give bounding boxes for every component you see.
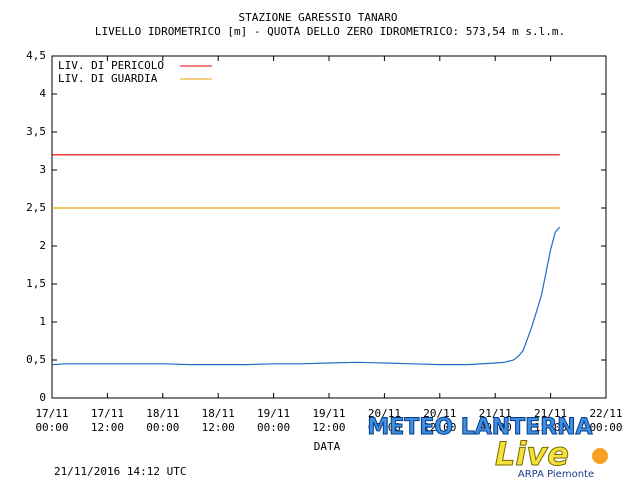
y-tick-label: 1 (39, 315, 46, 328)
y-tick-label: 0,5 (26, 353, 46, 366)
logo-text: METEO LANTERNA (367, 415, 592, 440)
x-axis-label: DATA (314, 440, 341, 453)
x-tick-label: 12:00 (91, 421, 124, 434)
x-tick-label: 12:00 (312, 421, 345, 434)
x-tick-label: 20/11 (423, 407, 456, 420)
y-tick-label: 0 (39, 391, 46, 404)
y-tick-label: 2,5 (26, 201, 46, 214)
chart-title: STAZIONE GARESSIO TANARO (239, 11, 398, 24)
logo: METEO LANTERNA Live ARPA Piemonte (367, 415, 608, 480)
y-tick-label: 1,5 (26, 277, 46, 290)
x-tick-label: 18/11 (146, 407, 179, 420)
x-tick-label: 21/11 (479, 407, 512, 420)
x-tick-label: 17/11 (91, 407, 124, 420)
y-tick-label: 3 (39, 163, 46, 176)
x-tick-label: 00:00 (368, 421, 401, 434)
legend-label: LIV. DI GUARDIA (58, 72, 158, 85)
y-tick-label: 3,5 (26, 125, 46, 138)
timestamp: 21/11/2016 14:12 UTC (54, 465, 186, 478)
y-tick-label: 2 (39, 239, 46, 252)
x-tick-label: 00:00 (479, 421, 512, 434)
legend-label: LIV. DI PERICOLO (58, 59, 164, 72)
x-tick-label: 12:00 (534, 421, 567, 434)
x-tick-label: 00:00 (35, 421, 68, 434)
logo-sun (592, 448, 608, 464)
x-tick-label: 22/11 (589, 407, 622, 420)
logo-script: Live (495, 435, 569, 473)
data-line (51, 226, 561, 366)
x-tick-label: 21/11 (534, 407, 567, 420)
plot-frame (51, 55, 607, 399)
logo-credit: ARPA Piemonte (518, 469, 594, 480)
x-tick-label: 12:00 (202, 421, 235, 434)
y-tick-label: 4 (39, 87, 46, 100)
x-tick-label: 00:00 (589, 421, 622, 434)
x-tick-label: 12:00 (423, 421, 456, 434)
x-tick-label: 00:00 (257, 421, 290, 434)
x-tick-label: 19/11 (312, 407, 345, 420)
x-tick-label: 20/11 (368, 407, 401, 420)
x-tick-label: 19/11 (257, 407, 290, 420)
x-tick-label: 00:00 (146, 421, 179, 434)
x-tick-label: 17/11 (35, 407, 68, 420)
x-tick-label: 18/11 (202, 407, 235, 420)
chart-subtitle: LIVELLO IDROMETRICO [m] - QUOTA DELLO ZE… (95, 25, 565, 38)
y-tick-label: 4,5 (26, 49, 46, 62)
